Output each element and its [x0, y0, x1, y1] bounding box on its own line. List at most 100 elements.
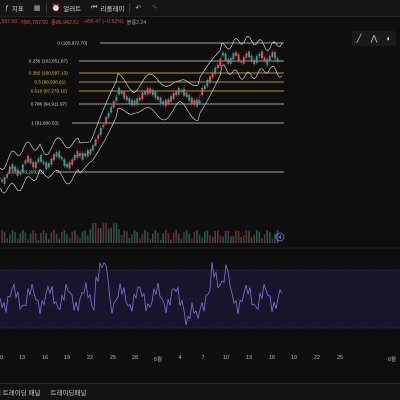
candle-body: [105, 117, 107, 124]
time-axis-tick-label: 25: [110, 355, 116, 361]
volume-bar: [162, 233, 164, 243]
volume-bar: [144, 230, 146, 243]
volume-bar: [113, 222, 115, 243]
eye-icon[interactable]: ◐: [386, 34, 392, 43]
candle-body: [172, 92, 175, 100]
volume-bar: [191, 238, 193, 243]
candle-body: [24, 160, 27, 164]
candle-body: [133, 100, 136, 106]
volume-bar: [89, 228, 92, 243]
candle-body: [60, 157, 63, 160]
time-axis-tick-label: 19: [64, 355, 70, 361]
candle-body: [255, 56, 258, 63]
volume-bar: [136, 231, 138, 243]
volume-bar: [170, 239, 172, 243]
volume-bar: [55, 233, 58, 243]
alerts-label: 얼러트: [63, 6, 82, 13]
replay-button[interactable]: ⏮ 리플레이: [86, 0, 129, 17]
volume-bar: [250, 237, 253, 243]
bottom-panel-tabs: 이 트레이딩 패널 트레이딩패널: [0, 383, 400, 400]
volume-bar: [256, 230, 258, 243]
tab-trading-panel-partial[interactable]: 이 트레이딩 패널: [0, 390, 41, 397]
volume-bar: [81, 231, 84, 243]
candle-body: [276, 58, 279, 62]
volume-bar: [224, 230, 227, 243]
fibonacci-retracement[interactable]: 0 (105,972.70) 0.236 (102,651.67) 0.382 (1…: [8, 41, 284, 175]
candle-body: [89, 149, 92, 155]
volume-bar: [167, 233, 170, 243]
tab-trading-panel[interactable]: 트레이딩패널: [50, 390, 87, 397]
time-axis-tick-label: 28: [132, 355, 138, 361]
time-axis-tick-label: 19: [291, 355, 297, 361]
layout-grid-button[interactable]: ▦: [29, 0, 46, 17]
candle-body: [201, 87, 204, 95]
volume-bar: [274, 233, 276, 243]
volume-bar: [61, 231, 63, 243]
volume-bar: [196, 230, 198, 243]
top-toolbar: ƒ 지표 ▦ ⏰ 얼러트 ⏮ 리플레이 ↶ ↷: [0, 0, 400, 17]
candle-body: [71, 159, 74, 165]
indicators-button[interactable]: ƒ 지표: [0, 0, 29, 17]
time-axis-tick-label: 16: [269, 355, 275, 361]
volume-bar: [48, 239, 50, 243]
volume-indicator-marker-label: 4: [279, 235, 282, 241]
fib-level-label: 0.5 (98,936.61): [35, 80, 67, 85]
candle-body: [37, 158, 40, 163]
volume-bar: [3, 231, 6, 243]
time-axis-tick-label: 10: [0, 355, 3, 361]
candle-body: [206, 79, 209, 87]
volume-bar: [100, 228, 102, 243]
ohlc-legend: ,597.60 저86,787.00 종86,942.52 −456.47 (−…: [0, 19, 146, 29]
volume-bar: [110, 227, 112, 243]
redo-button[interactable]: ↷: [146, 0, 162, 17]
volume-bar: [152, 233, 154, 243]
volume-bar: [149, 239, 151, 243]
replay-label: 리플레이: [100, 6, 125, 13]
candlesticks: [1, 49, 279, 187]
candle-body: [151, 89, 154, 96]
fib-level-label: 1.618 (83,203.93): [8, 170, 45, 175]
pattern-icon[interactable]: ⋀: [370, 34, 378, 43]
volume-bar: [24, 232, 27, 243]
volume-bar: [120, 235, 123, 243]
candle-body: [40, 154, 42, 162]
candle-body: [196, 99, 198, 107]
volume-bar: [11, 230, 14, 243]
time-axis-tick-label: 25: [337, 355, 343, 361]
volume-bar: [66, 234, 68, 243]
volume-bar: [154, 230, 157, 243]
volume-bar: [118, 229, 120, 243]
volume-bar: [185, 230, 188, 243]
candle-body: [79, 153, 81, 157]
time-axis-tick-label: 13: [246, 355, 252, 361]
alerts-button[interactable]: ⏰ 얼러트: [47, 0, 87, 17]
candle-body: [274, 52, 276, 59]
candle-body: [118, 87, 120, 95]
candle-body: [1, 179, 3, 182]
candle-body: [271, 51, 274, 57]
volume-bar: [209, 235, 211, 243]
volume-indicator-marker[interactable]: [275, 232, 285, 242]
volume-bar: [232, 235, 235, 243]
volume-bar: [204, 231, 206, 243]
volume-bar: [9, 234, 11, 243]
candle-body: [216, 64, 219, 69]
volume-bars: [1, 222, 279, 243]
volume-bar: [193, 231, 196, 243]
candle-body: [263, 57, 266, 62]
volume-bar: [97, 227, 99, 243]
volume-bar: [16, 238, 19, 243]
candle-body: [235, 52, 237, 57]
candle-body: [92, 145, 94, 151]
candle-body: [253, 59, 256, 65]
undo-button[interactable]: ↶: [130, 0, 146, 17]
trend-line-icon[interactable]: ╱: [356, 34, 362, 43]
candle-body: [237, 54, 240, 62]
volume-bar: [222, 236, 224, 243]
candle-body: [131, 99, 133, 106]
candle-body: [99, 128, 102, 136]
volume-bar: [50, 232, 53, 243]
volume-bar: [263, 234, 266, 243]
time-axis-tick-label: 13: [19, 355, 25, 361]
